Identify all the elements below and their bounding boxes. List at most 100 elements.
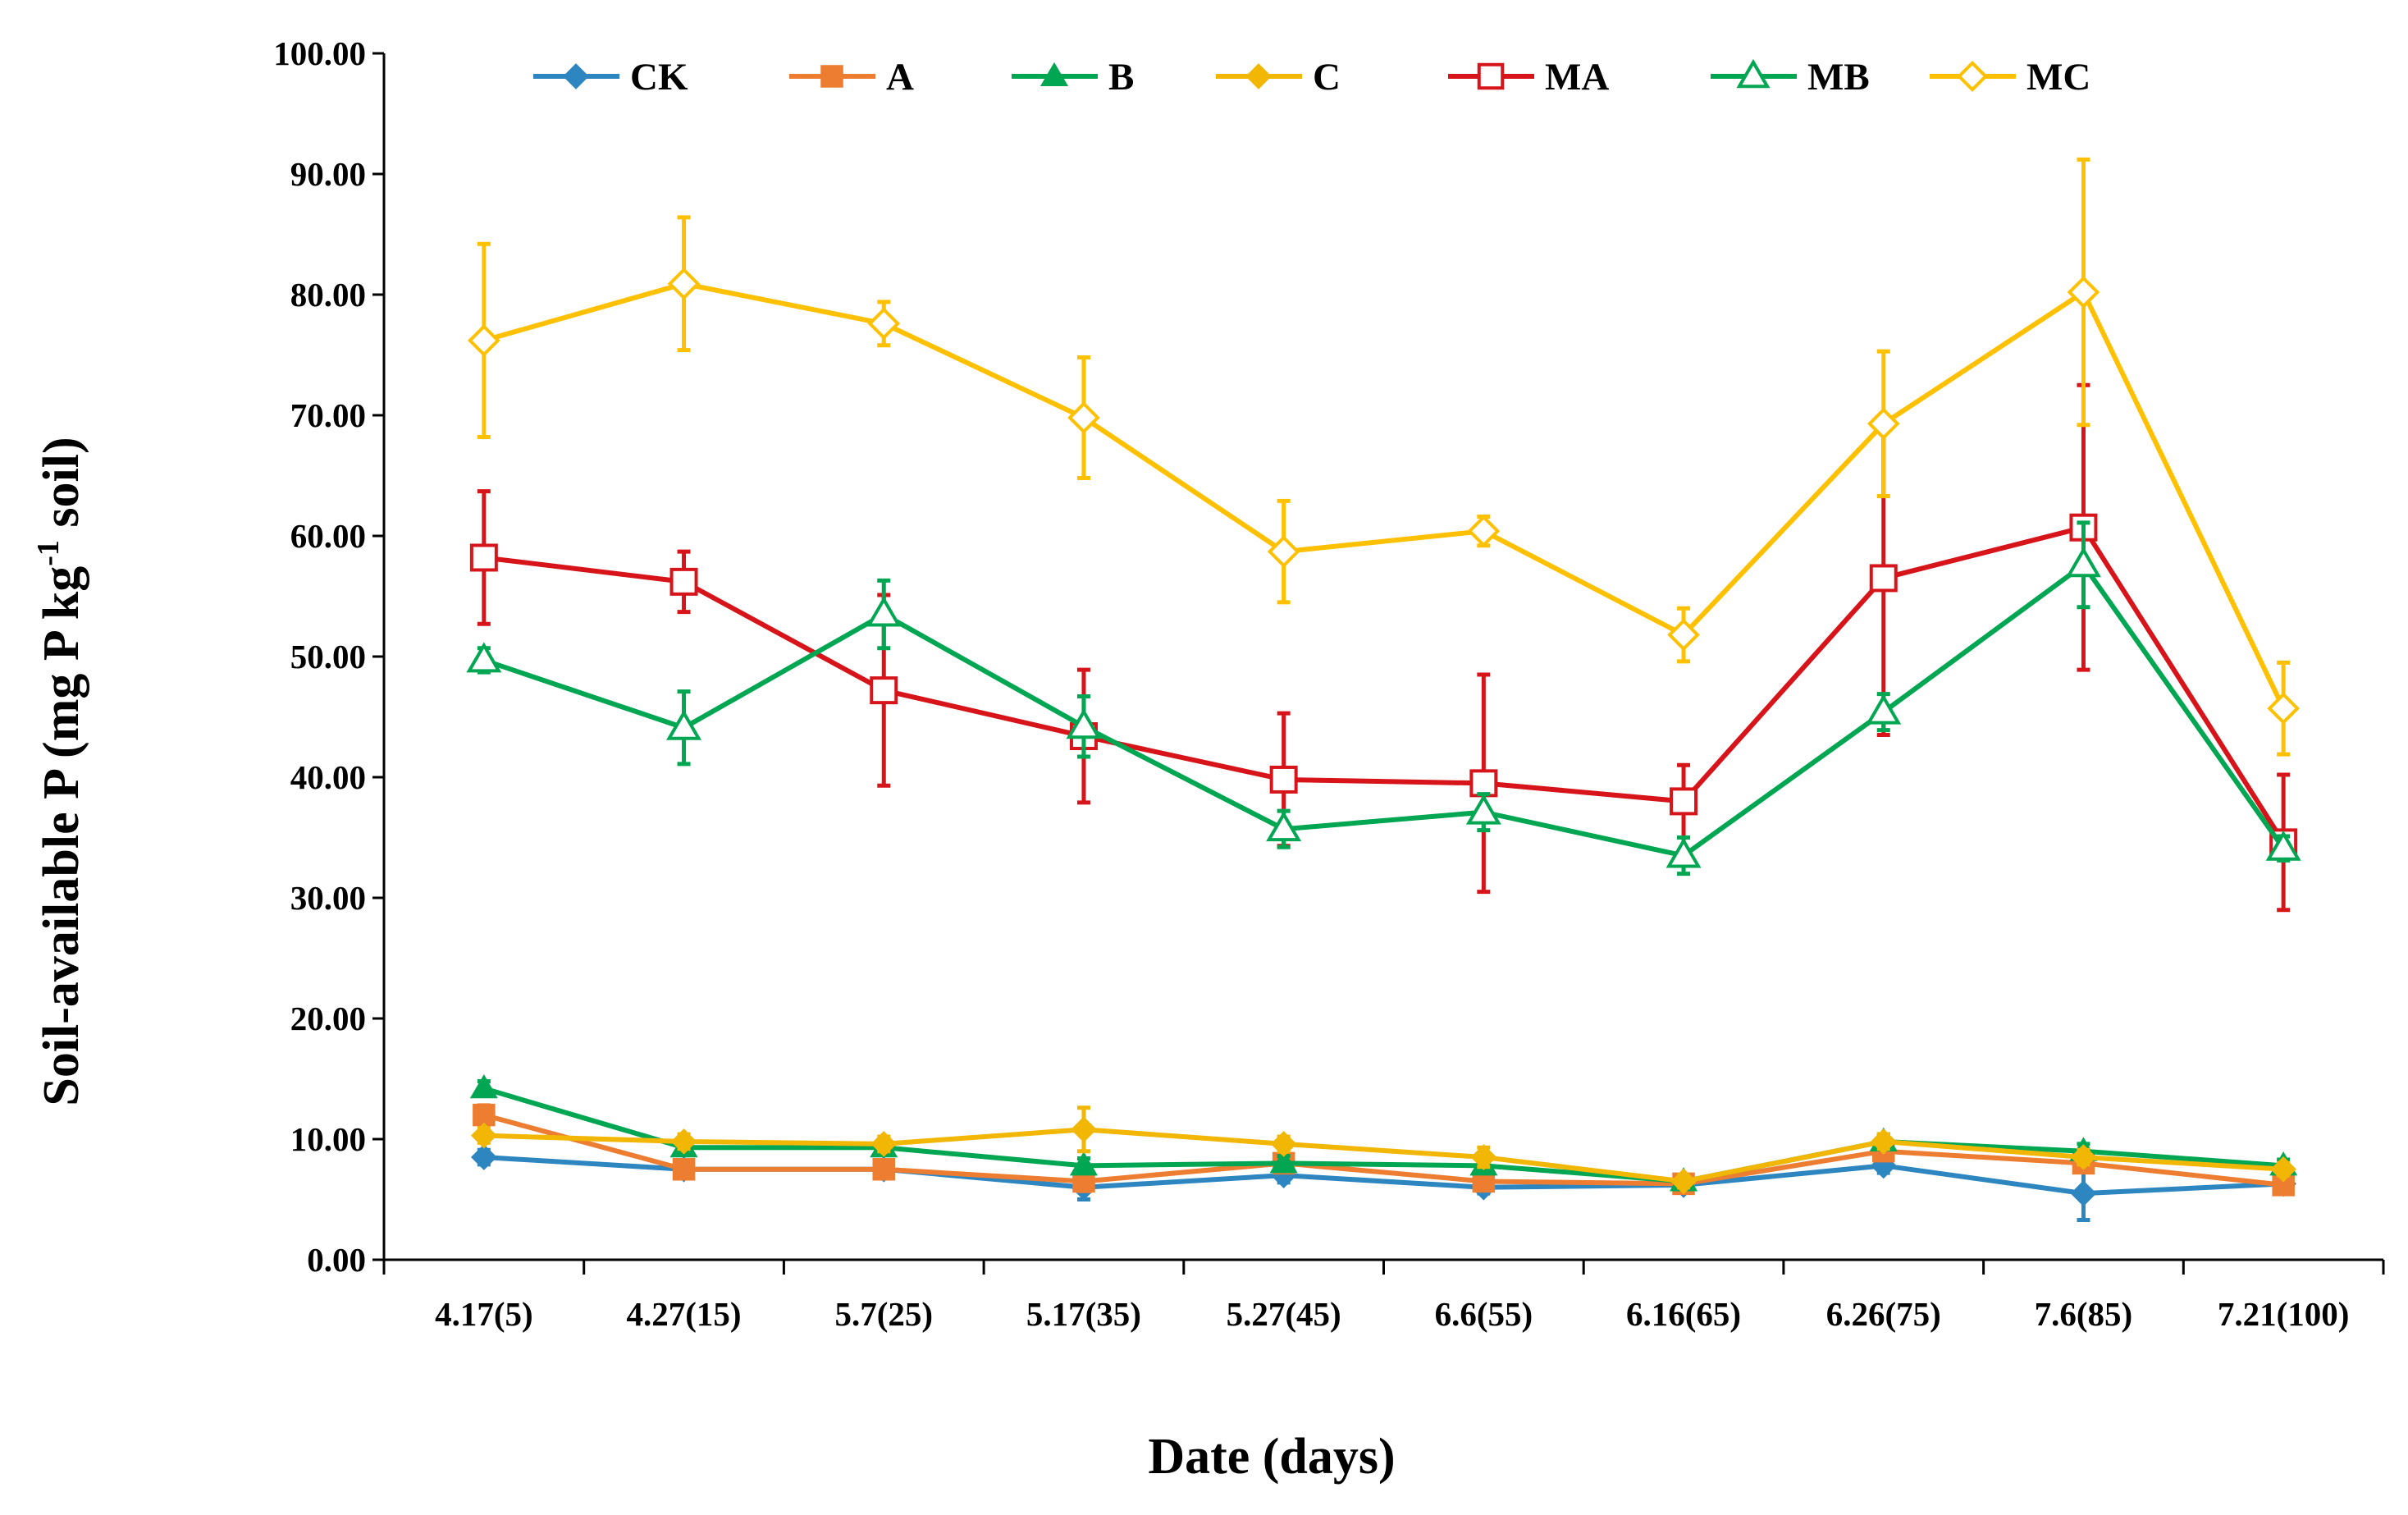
- series-mb: [466, 520, 2301, 877]
- legend-marker: [1245, 63, 1272, 89]
- y-axis-title: Soil-available P (mg P kg-1 soil): [31, 437, 89, 1105]
- data-point: [2267, 692, 2300, 725]
- data-point: [1665, 837, 1702, 868]
- legend-marker: [1736, 58, 1771, 89]
- data-point: [1067, 401, 1100, 434]
- x-tick-label: 4.17(5): [435, 1295, 533, 1333]
- series-line: [483, 524, 2286, 844]
- series-mc: [468, 157, 2300, 757]
- y-axis-title-main: Soil-available P (mg P kg: [34, 566, 89, 1106]
- series-line: [482, 1086, 2284, 1184]
- series-line: [483, 281, 2286, 710]
- data-point: [866, 596, 902, 627]
- data-point: [672, 1158, 696, 1181]
- legend-label: MA: [1545, 56, 1609, 98]
- axes: 0.00 10.00 20.00 30.00 40.00 50.00 60.00 70.00 8…: [273, 34, 2385, 1333]
- legend-marker: [1957, 61, 1988, 92]
- data-point: [1467, 515, 1501, 547]
- data-point: [1267, 535, 1300, 568]
- y-tick-label: 0.00: [307, 1241, 366, 1279]
- data-point: [1867, 407, 1900, 441]
- data-point: [1870, 1128, 1897, 1155]
- data-point: [1869, 564, 1898, 593]
- legend-label: MC: [2026, 56, 2090, 98]
- data-point: [470, 1122, 497, 1149]
- x-tick-label: 5.7(25): [834, 1295, 933, 1333]
- y-tick-label: 60.00: [290, 517, 366, 555]
- legend-item-c: C: [1216, 56, 1341, 98]
- x-tick-label: 5.17(35): [1026, 1295, 1141, 1333]
- y-axis-title-sup: -1: [31, 540, 66, 566]
- data-point: [2272, 1174, 2295, 1197]
- data-point: [1266, 811, 1302, 842]
- legend-item-ma: MA: [1448, 56, 1609, 98]
- data-point: [2070, 1180, 2097, 1207]
- legend: CK A B C MA MB MC: [533, 56, 2090, 98]
- data-point: [1465, 794, 1501, 825]
- data-point: [870, 1131, 898, 1157]
- series-ma: [469, 382, 2298, 913]
- data-point: [2065, 547, 2101, 578]
- legend-item-a: A: [789, 56, 914, 98]
- y-tick-label: 40.00: [290, 758, 366, 796]
- legend-label: C: [1313, 56, 1341, 98]
- data-point: [1066, 708, 1102, 739]
- legend-item-b: B: [1012, 56, 1134, 98]
- x-tick-label: 4.27(15): [627, 1295, 742, 1333]
- y-tick-label: 90.00: [290, 155, 366, 193]
- series-layer: [466, 157, 2301, 1222]
- data-point: [1071, 1116, 1097, 1143]
- data-point: [1270, 1131, 1297, 1157]
- x-tick-label: 6.26(75): [1826, 1295, 1941, 1333]
- legend-marker: [563, 63, 589, 89]
- series-c: [470, 1105, 2297, 1195]
- legend-marker: [1040, 62, 1069, 87]
- data-point: [470, 1144, 497, 1170]
- data-point: [870, 676, 898, 705]
- series-line: [483, 1127, 2284, 1184]
- data-point: [867, 307, 901, 341]
- data-point: [2265, 830, 2301, 861]
- data-point: [469, 1073, 498, 1099]
- legend-item-ck: CK: [533, 56, 688, 98]
- data-point: [1866, 693, 1902, 725]
- y-tick-label: 20.00: [290, 1000, 366, 1037]
- data-point: [1670, 1168, 1697, 1195]
- series-ck: [470, 1144, 2297, 1222]
- data-point: [872, 1158, 895, 1181]
- legend-label: A: [886, 56, 914, 98]
- data-point: [1670, 787, 1698, 816]
- data-point: [1069, 1151, 1098, 1176]
- x-axis-title: Date (days): [1148, 1429, 1395, 1485]
- data-point: [473, 1103, 496, 1127]
- data-point: [669, 567, 698, 596]
- x-tick-label: 7.21(100): [2218, 1295, 2350, 1333]
- y-tick-label: 30.00: [290, 879, 366, 917]
- data-point: [1269, 1149, 1298, 1174]
- y-tick-label: 50.00: [290, 638, 366, 675]
- series-line: [483, 1112, 2284, 1188]
- x-tick-label: 6.6(55): [1435, 1295, 1533, 1333]
- data-point: [2270, 1156, 2297, 1183]
- legend-label: B: [1108, 56, 1134, 98]
- data-point: [2070, 1144, 2097, 1170]
- data-point: [2067, 276, 2100, 309]
- legend-item-mc: MC: [1930, 56, 2090, 98]
- series-line: [482, 562, 2286, 858]
- y-tick-label: 70.00: [290, 396, 366, 434]
- data-point: [670, 1128, 697, 1155]
- y-tick-label: 100.00: [273, 34, 366, 72]
- x-tick-label: 5.27(45): [1227, 1295, 1341, 1333]
- x-tick-label: 6.16(65): [1626, 1295, 1741, 1333]
- y-tick-label: 80.00: [290, 276, 366, 314]
- legend-item-mb: MB: [1711, 56, 1870, 98]
- data-point: [1470, 1144, 1497, 1170]
- legend-label: CK: [630, 56, 688, 98]
- y-axis-title-tail: soil): [34, 437, 89, 540]
- legend-marker: [820, 65, 843, 88]
- data-point: [1667, 618, 1700, 652]
- data-point: [666, 709, 702, 740]
- data-point: [667, 267, 701, 300]
- data-point: [469, 543, 498, 572]
